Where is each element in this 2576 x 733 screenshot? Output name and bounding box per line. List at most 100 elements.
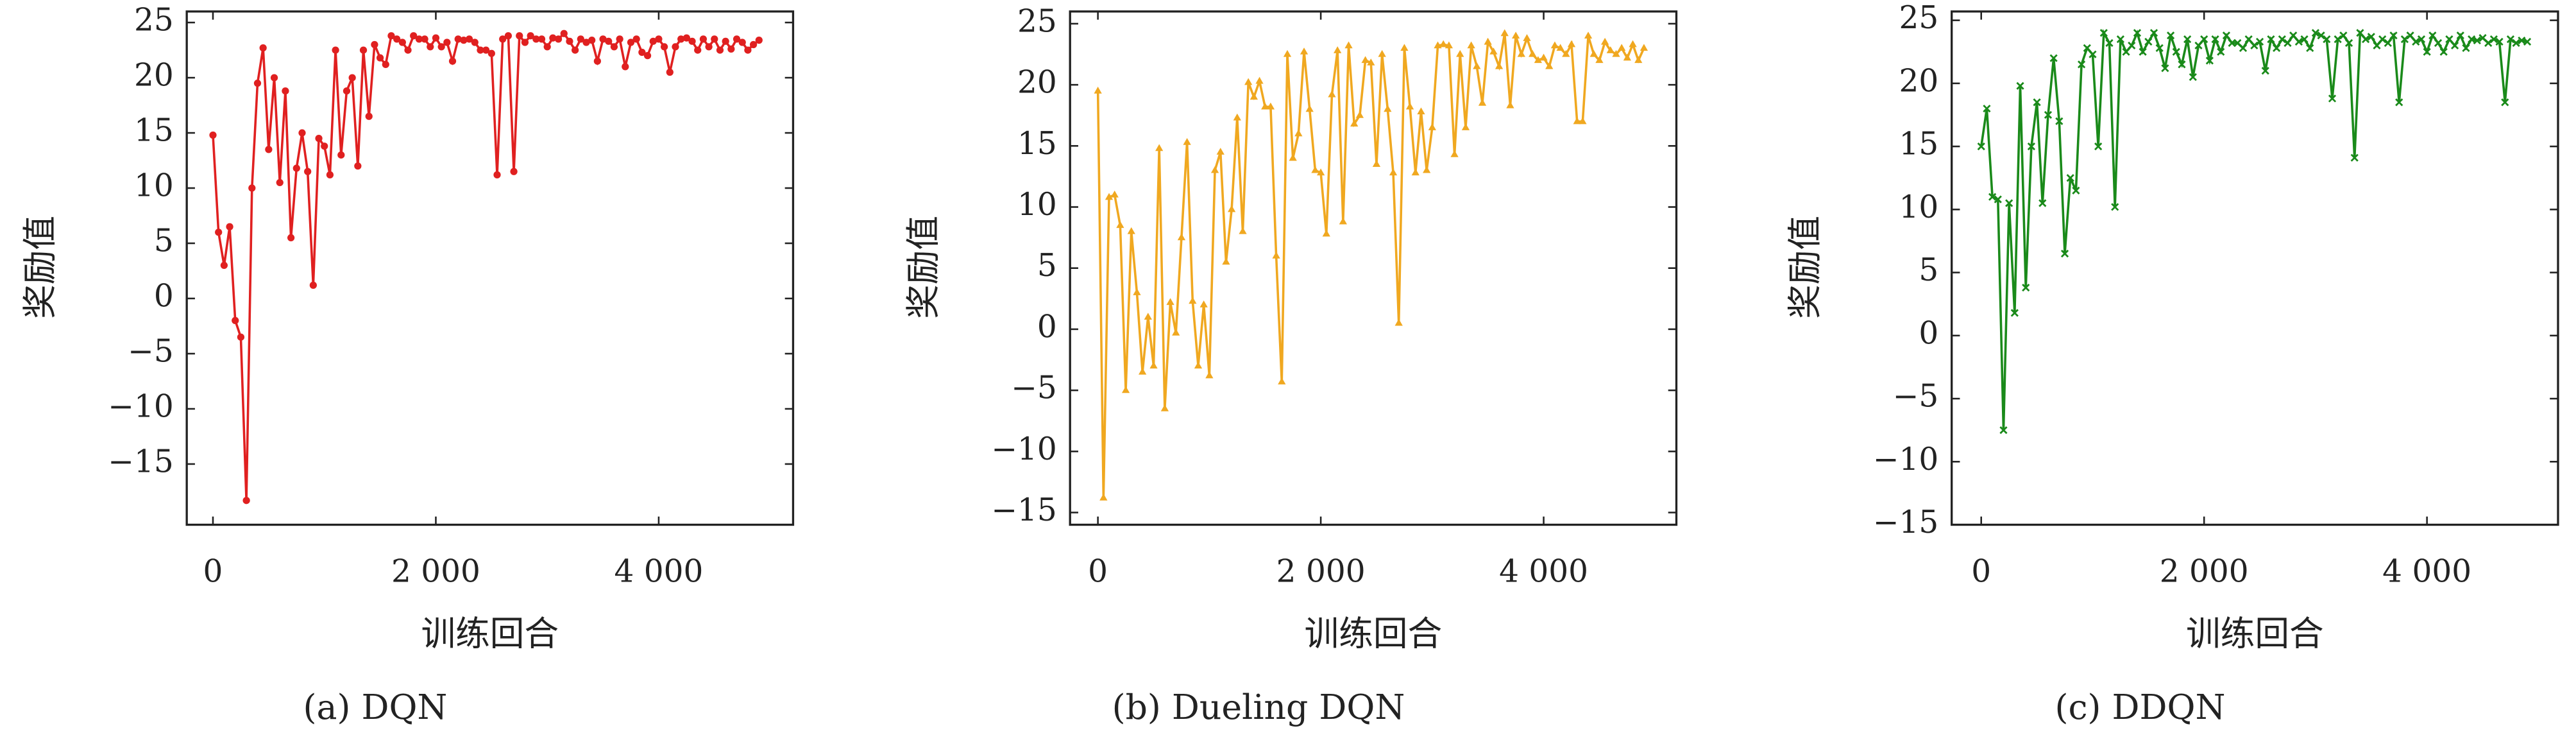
point [1428, 123, 1436, 130]
point [259, 44, 267, 52]
point [1278, 377, 1286, 384]
point [1166, 298, 1174, 306]
x-tick-label: 4 000 [1499, 554, 1588, 590]
point [588, 36, 596, 44]
point [1094, 86, 1102, 94]
point [2027, 142, 2036, 151]
point [1183, 137, 1191, 145]
point [2339, 31, 2348, 40]
point [376, 54, 384, 62]
point [242, 497, 250, 504]
point [1595, 56, 1604, 64]
point [2512, 39, 2520, 47]
point [1495, 62, 1504, 69]
point [554, 35, 563, 43]
point [1640, 44, 1648, 51]
y-tick-label: −10 [991, 431, 1056, 467]
point [572, 46, 579, 54]
point [2194, 41, 2203, 50]
point [2244, 35, 2253, 44]
point [454, 35, 462, 43]
point [321, 142, 328, 150]
point [1539, 53, 1548, 61]
point [2060, 250, 2069, 258]
point [632, 35, 640, 43]
point [2161, 64, 2169, 73]
point [577, 35, 584, 43]
point [1550, 41, 1559, 49]
point [2489, 35, 2498, 44]
point [448, 57, 457, 65]
plot-frame [185, 10, 795, 526]
point [2255, 37, 2264, 46]
point [1283, 49, 1292, 57]
line [1979, 28, 2528, 431]
point [337, 151, 345, 159]
point [1988, 193, 1997, 201]
point [2434, 39, 2443, 47]
point [538, 35, 546, 43]
point [2384, 39, 2392, 47]
point [638, 48, 646, 56]
point [1517, 49, 1525, 57]
point [1133, 288, 1141, 295]
y-tick-label: 10 [1899, 189, 1938, 225]
point [2395, 98, 2403, 107]
point [1994, 195, 2002, 203]
point [1155, 144, 1164, 151]
point [2400, 35, 2409, 44]
point [510, 168, 518, 175]
point [1618, 44, 1626, 51]
point [1289, 153, 1297, 161]
x-tick-label: 4 000 [614, 554, 703, 590]
point [2099, 29, 2108, 37]
point [2261, 67, 2269, 75]
point [215, 229, 223, 236]
point [248, 184, 256, 192]
point [2501, 98, 2509, 107]
point [1099, 494, 1108, 501]
point [593, 57, 601, 65]
x-tick-label: 2 000 [2160, 554, 2249, 590]
y-tick-label: 25 [1899, 0, 1938, 36]
point [755, 36, 763, 44]
point [1394, 318, 1403, 326]
y-axis-label: 奖励值 [902, 216, 943, 319]
point [727, 45, 735, 53]
point [1121, 386, 1130, 393]
y-tick-label: 0 [154, 279, 174, 315]
point [560, 30, 568, 37]
point [1589, 49, 1598, 57]
point [1484, 37, 1492, 45]
point [2284, 39, 2292, 47]
point [677, 35, 685, 43]
chart-panel: −15 −10 −5 0 5 10 15 20 25 0 2 000 4 000 训练回合 奖励值 (a) … [19, 3, 795, 727]
point [672, 43, 679, 51]
point [2105, 39, 2114, 47]
point [1334, 46, 1342, 53]
point [1261, 102, 1269, 110]
point [2267, 35, 2275, 44]
point [1205, 371, 1214, 379]
point [2166, 31, 2175, 40]
y-tick-label: 20 [134, 58, 174, 94]
y-tick-label: −5 [128, 333, 174, 369]
point [2222, 31, 2231, 40]
point [2205, 56, 2214, 65]
point [582, 39, 590, 46]
point [1411, 168, 1419, 176]
point [1523, 34, 1531, 41]
plot-frame [1951, 10, 2559, 526]
point [655, 35, 663, 43]
point [627, 39, 635, 46]
point [2428, 31, 2437, 40]
point [415, 35, 423, 43]
point [265, 146, 273, 153]
point [688, 37, 696, 45]
point [2144, 37, 2153, 46]
point [209, 131, 217, 139]
point [1405, 102, 1414, 110]
point [1629, 40, 1637, 47]
point [2344, 39, 2353, 47]
